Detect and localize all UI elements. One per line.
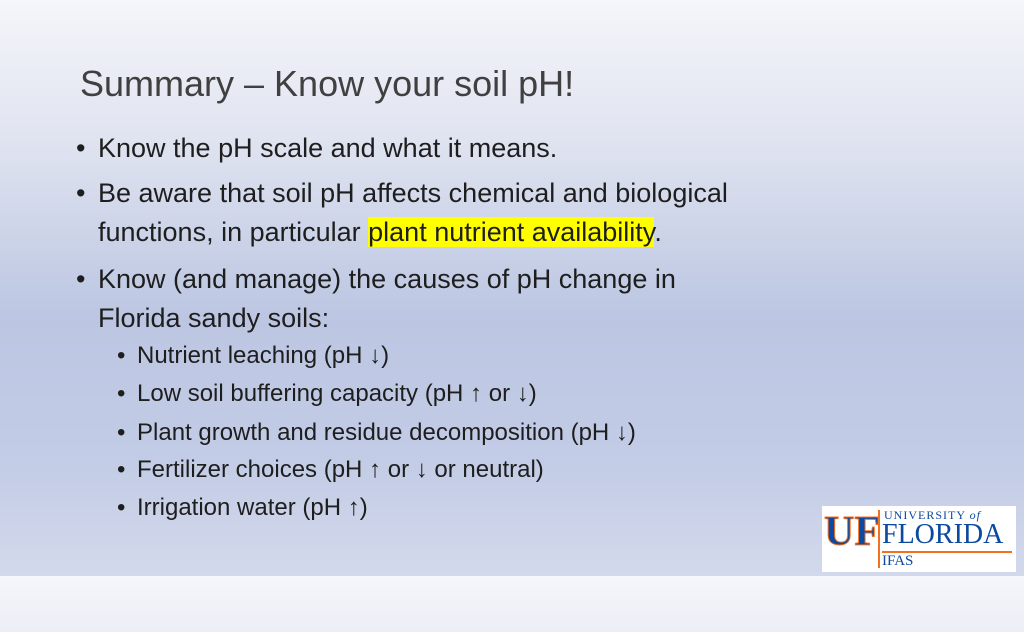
bullet-continuation: functions, in particular plant nutrient … (98, 214, 662, 250)
logo-divider (882, 551, 1012, 553)
bullet: Be aware that soil pH affects chemical a… (76, 175, 728, 211)
bullet-continuation: Florida sandy soils: (98, 300, 329, 336)
logo-divider (878, 510, 880, 568)
logo-name: FLORIDA (882, 519, 1004, 550)
bullet-text: functions, in particular (98, 217, 369, 247)
slide-title: Summary – Know your soil pH! (80, 63, 575, 104)
bullet-text: Know (and manage) the causes of pH chang… (98, 264, 676, 294)
slide: Summary – Know your soil pH! Know the pH… (0, 0, 1024, 576)
logo-university-word: UNIVERSITY (884, 508, 966, 522)
sub-bullet: Nutrient leaching (pH ↓) (117, 340, 389, 372)
bullet-text: Be aware that soil pH affects chemical a… (98, 178, 728, 208)
sub-bullet: Plant growth and residue decomposition (… (117, 417, 636, 449)
bullet: Know (and manage) the causes of pH chang… (76, 261, 676, 297)
bullet-text: Know the pH scale and what it means. (98, 133, 558, 163)
highlighted-text: plant nutrient availability (368, 217, 655, 247)
sub-bullet: Fertilizer choices (pH ↑ or ↓ or neutral… (117, 454, 544, 486)
bullet: Know the pH scale and what it means. (76, 130, 558, 166)
logo-university: UNIVERSITY of (884, 508, 981, 523)
sub-bullet: Irrigation water (pH ↑) (117, 492, 368, 524)
bullet-text: Florida sandy soils: (98, 303, 330, 333)
sub-bullet: Low soil buffering capacity (pH ↑ or ↓) (117, 378, 537, 410)
bullet-text: . (654, 217, 662, 247)
logo: UF UNIVERSITY of FLORIDA IFAS (822, 506, 1016, 572)
logo-unit: IFAS (882, 553, 914, 569)
logo-of: of (969, 508, 981, 522)
logo-mark: UF (824, 509, 881, 555)
